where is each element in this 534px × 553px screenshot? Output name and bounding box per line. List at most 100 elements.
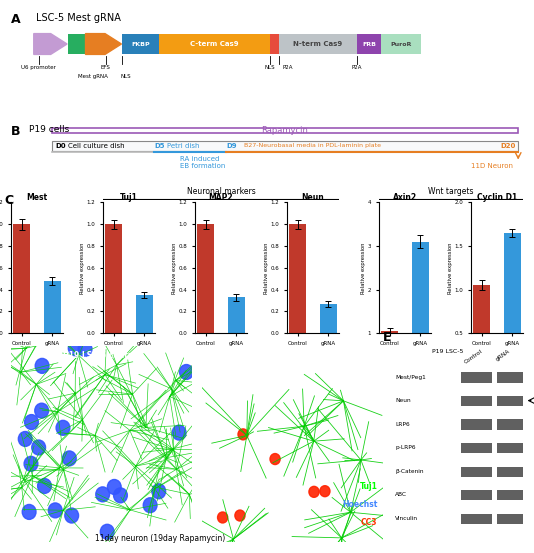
Bar bbox=[473, 285, 490, 377]
Text: PuroR: PuroR bbox=[390, 41, 412, 46]
Bar bbox=[412, 242, 429, 377]
Circle shape bbox=[22, 504, 36, 519]
Text: Cell culture dish: Cell culture dish bbox=[68, 143, 125, 149]
Text: Hoechst: Hoechst bbox=[342, 500, 378, 509]
FancyBboxPatch shape bbox=[497, 372, 529, 383]
Title: Neun: Neun bbox=[302, 192, 324, 202]
Text: Rapamycin: Rapamycin bbox=[262, 126, 308, 135]
Bar bbox=[136, 295, 153, 333]
Y-axis label: Relative expression: Relative expression bbox=[80, 242, 85, 294]
Circle shape bbox=[56, 420, 70, 435]
Circle shape bbox=[238, 429, 248, 440]
Text: U6 promoter: U6 promoter bbox=[21, 65, 56, 70]
FancyBboxPatch shape bbox=[497, 514, 529, 524]
FancyBboxPatch shape bbox=[461, 372, 492, 383]
Text: FRB: FRB bbox=[362, 41, 376, 46]
FancyArrow shape bbox=[34, 34, 67, 54]
Circle shape bbox=[25, 415, 38, 430]
Bar bbox=[105, 224, 122, 333]
Bar bbox=[159, 34, 270, 54]
FancyBboxPatch shape bbox=[461, 443, 492, 453]
Circle shape bbox=[217, 512, 227, 523]
Text: Mest/Peg1: Mest/Peg1 bbox=[396, 374, 426, 379]
Circle shape bbox=[152, 484, 166, 499]
Circle shape bbox=[32, 440, 45, 455]
Bar bbox=[381, 34, 421, 54]
Circle shape bbox=[96, 487, 109, 502]
Bar bbox=[279, 34, 357, 54]
Bar bbox=[197, 224, 214, 333]
Circle shape bbox=[37, 478, 51, 493]
Circle shape bbox=[114, 488, 127, 503]
Circle shape bbox=[100, 524, 114, 539]
Text: D0: D0 bbox=[56, 143, 66, 149]
Text: Vinculin: Vinculin bbox=[396, 516, 419, 521]
Text: 11day neuron (19day Rapamycin): 11day neuron (19day Rapamycin) bbox=[95, 534, 225, 543]
FancyArrow shape bbox=[85, 34, 121, 54]
Text: Tuj1: Tuj1 bbox=[360, 482, 378, 492]
Text: P2A: P2A bbox=[282, 65, 293, 70]
Bar bbox=[44, 281, 61, 333]
Circle shape bbox=[68, 341, 82, 356]
Circle shape bbox=[18, 431, 32, 446]
Circle shape bbox=[24, 456, 38, 471]
Bar bbox=[381, 331, 398, 377]
Y-axis label: Relative expression: Relative expression bbox=[361, 242, 366, 294]
Text: NLS: NLS bbox=[121, 74, 131, 79]
Text: Neuronal markers: Neuronal markers bbox=[186, 187, 255, 196]
Circle shape bbox=[179, 364, 193, 379]
Text: P19 LSC-5 Mest gRNA: P19 LSC-5 Mest gRNA bbox=[246, 352, 339, 361]
FancyBboxPatch shape bbox=[497, 419, 529, 430]
Text: D20: D20 bbox=[500, 143, 516, 149]
Text: CC3: CC3 bbox=[361, 518, 378, 527]
Title: Cyclin D1: Cyclin D1 bbox=[477, 192, 517, 202]
Text: Control: Control bbox=[464, 348, 484, 365]
Text: 11D Neuron: 11D Neuron bbox=[471, 163, 513, 169]
Title: Mest: Mest bbox=[26, 192, 48, 202]
Text: P19 LSC-5: P19 LSC-5 bbox=[432, 348, 464, 353]
Bar bbox=[68, 34, 85, 54]
Text: B27-Neurobasal media in PDL-laminin plate: B27-Neurobasal media in PDL-laminin plat… bbox=[244, 143, 381, 148]
Circle shape bbox=[107, 479, 121, 494]
Text: FKBP: FKBP bbox=[131, 41, 150, 46]
Circle shape bbox=[35, 358, 49, 373]
Text: P2A: P2A bbox=[351, 65, 362, 70]
FancyBboxPatch shape bbox=[461, 419, 492, 430]
Text: P19 LSC-5 control: P19 LSC-5 control bbox=[63, 352, 139, 361]
Text: B: B bbox=[11, 126, 20, 138]
Bar bbox=[13, 224, 30, 333]
FancyBboxPatch shape bbox=[497, 396, 529, 406]
Bar bbox=[357, 34, 381, 54]
Bar bbox=[320, 304, 337, 333]
Bar bbox=[122, 34, 159, 54]
Title: Tuj1: Tuj1 bbox=[120, 192, 138, 202]
Bar bbox=[228, 298, 245, 333]
Text: Wnt targets: Wnt targets bbox=[428, 187, 474, 196]
Text: EFS: EFS bbox=[100, 65, 111, 70]
Text: C-term Cas9: C-term Cas9 bbox=[190, 41, 239, 47]
Y-axis label: Relative expression: Relative expression bbox=[264, 242, 269, 294]
FancyBboxPatch shape bbox=[497, 467, 529, 477]
Circle shape bbox=[320, 486, 330, 497]
Title: Axin2: Axin2 bbox=[393, 192, 417, 202]
FancyBboxPatch shape bbox=[461, 467, 492, 477]
Circle shape bbox=[235, 510, 245, 521]
Text: C: C bbox=[5, 194, 14, 207]
Text: D5: D5 bbox=[154, 143, 164, 149]
Text: D: D bbox=[12, 523, 23, 536]
Text: RA induced
EB formation: RA induced EB formation bbox=[180, 155, 225, 169]
Circle shape bbox=[143, 498, 157, 513]
Y-axis label: Relative expression: Relative expression bbox=[172, 242, 177, 294]
Text: β-Catenin: β-Catenin bbox=[396, 469, 424, 474]
Bar bbox=[52, 141, 518, 151]
FancyBboxPatch shape bbox=[497, 443, 529, 453]
Text: NLS: NLS bbox=[264, 65, 275, 70]
Circle shape bbox=[49, 503, 62, 518]
Circle shape bbox=[78, 342, 92, 357]
Text: LSC-5 Mest gRNA: LSC-5 Mest gRNA bbox=[36, 13, 121, 23]
Circle shape bbox=[35, 403, 49, 418]
Text: gRNA: gRNA bbox=[494, 348, 511, 362]
Text: Neun: Neun bbox=[396, 398, 411, 403]
Bar bbox=[270, 34, 279, 54]
Text: LRP6: LRP6 bbox=[396, 421, 410, 426]
